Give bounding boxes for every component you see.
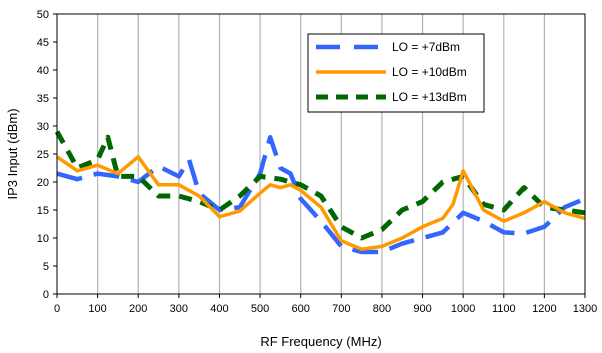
series-line-2 (56, 155, 586, 251)
x-tick-label: 600 (292, 303, 310, 315)
y-tick-label: 30 (37, 121, 49, 133)
x-tick-label: 800 (373, 303, 391, 315)
legend-label-2: LO = +10dBm (392, 65, 467, 79)
x-tick-label: 500 (251, 303, 269, 315)
series-lines (54, 130, 586, 255)
y-tick-label: 20 (37, 177, 49, 189)
x-tick-label: 400 (210, 303, 228, 315)
x-tick-label: 0 (54, 303, 60, 315)
legend-label-3: LO = +13dBm (392, 90, 467, 104)
legend-label-1: LO = +7dBm (392, 40, 460, 54)
y-tick-label: 5 (43, 261, 49, 273)
x-tick-label: 700 (332, 303, 350, 315)
x-tick-label: 300 (170, 303, 188, 315)
y-tick-label: 10 (37, 233, 49, 245)
axis-ticks: 0 100 200 300 400 500 600 700 800 900 1000 1100 1200… (37, 9, 597, 315)
x-tick-label: 1200 (532, 303, 556, 315)
grid-lines (97, 14, 545, 294)
x-tick-label: 1000 (451, 303, 475, 315)
y-tick-label: 15 (37, 205, 49, 217)
x-tick-label: 1100 (492, 303, 516, 315)
series-line-3 (54, 130, 586, 241)
y-tick-label: 35 (37, 93, 49, 105)
y-tick-label: 0 (43, 289, 49, 301)
y-tick-label: 25 (37, 149, 49, 161)
y-axis-title: IP3 Input (dBm) (5, 108, 20, 199)
x-tick-label: 200 (129, 303, 147, 315)
y-tick-label: 40 (37, 65, 49, 77)
x-axis-title: RF Frequency (MHz) (260, 334, 381, 349)
x-tick-label: 100 (88, 303, 106, 315)
y-tick-label: 50 (37, 9, 49, 21)
legend: LO = +7dBm LO = +10dBm LO = +13dBm (307, 33, 485, 113)
y-tick-label: 45 (37, 37, 49, 49)
x-tick-label: 1300 (573, 303, 597, 315)
x-tick-label: 900 (413, 303, 431, 315)
